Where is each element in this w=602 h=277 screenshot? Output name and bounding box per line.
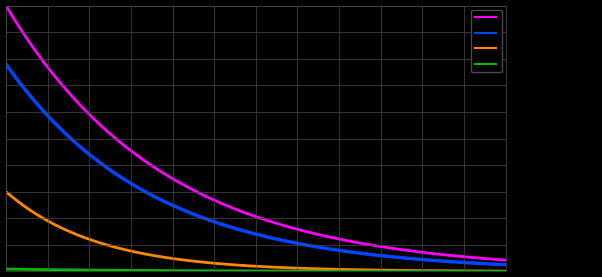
Legend:  ,  ,  ,  : , , , [471, 10, 501, 72]
